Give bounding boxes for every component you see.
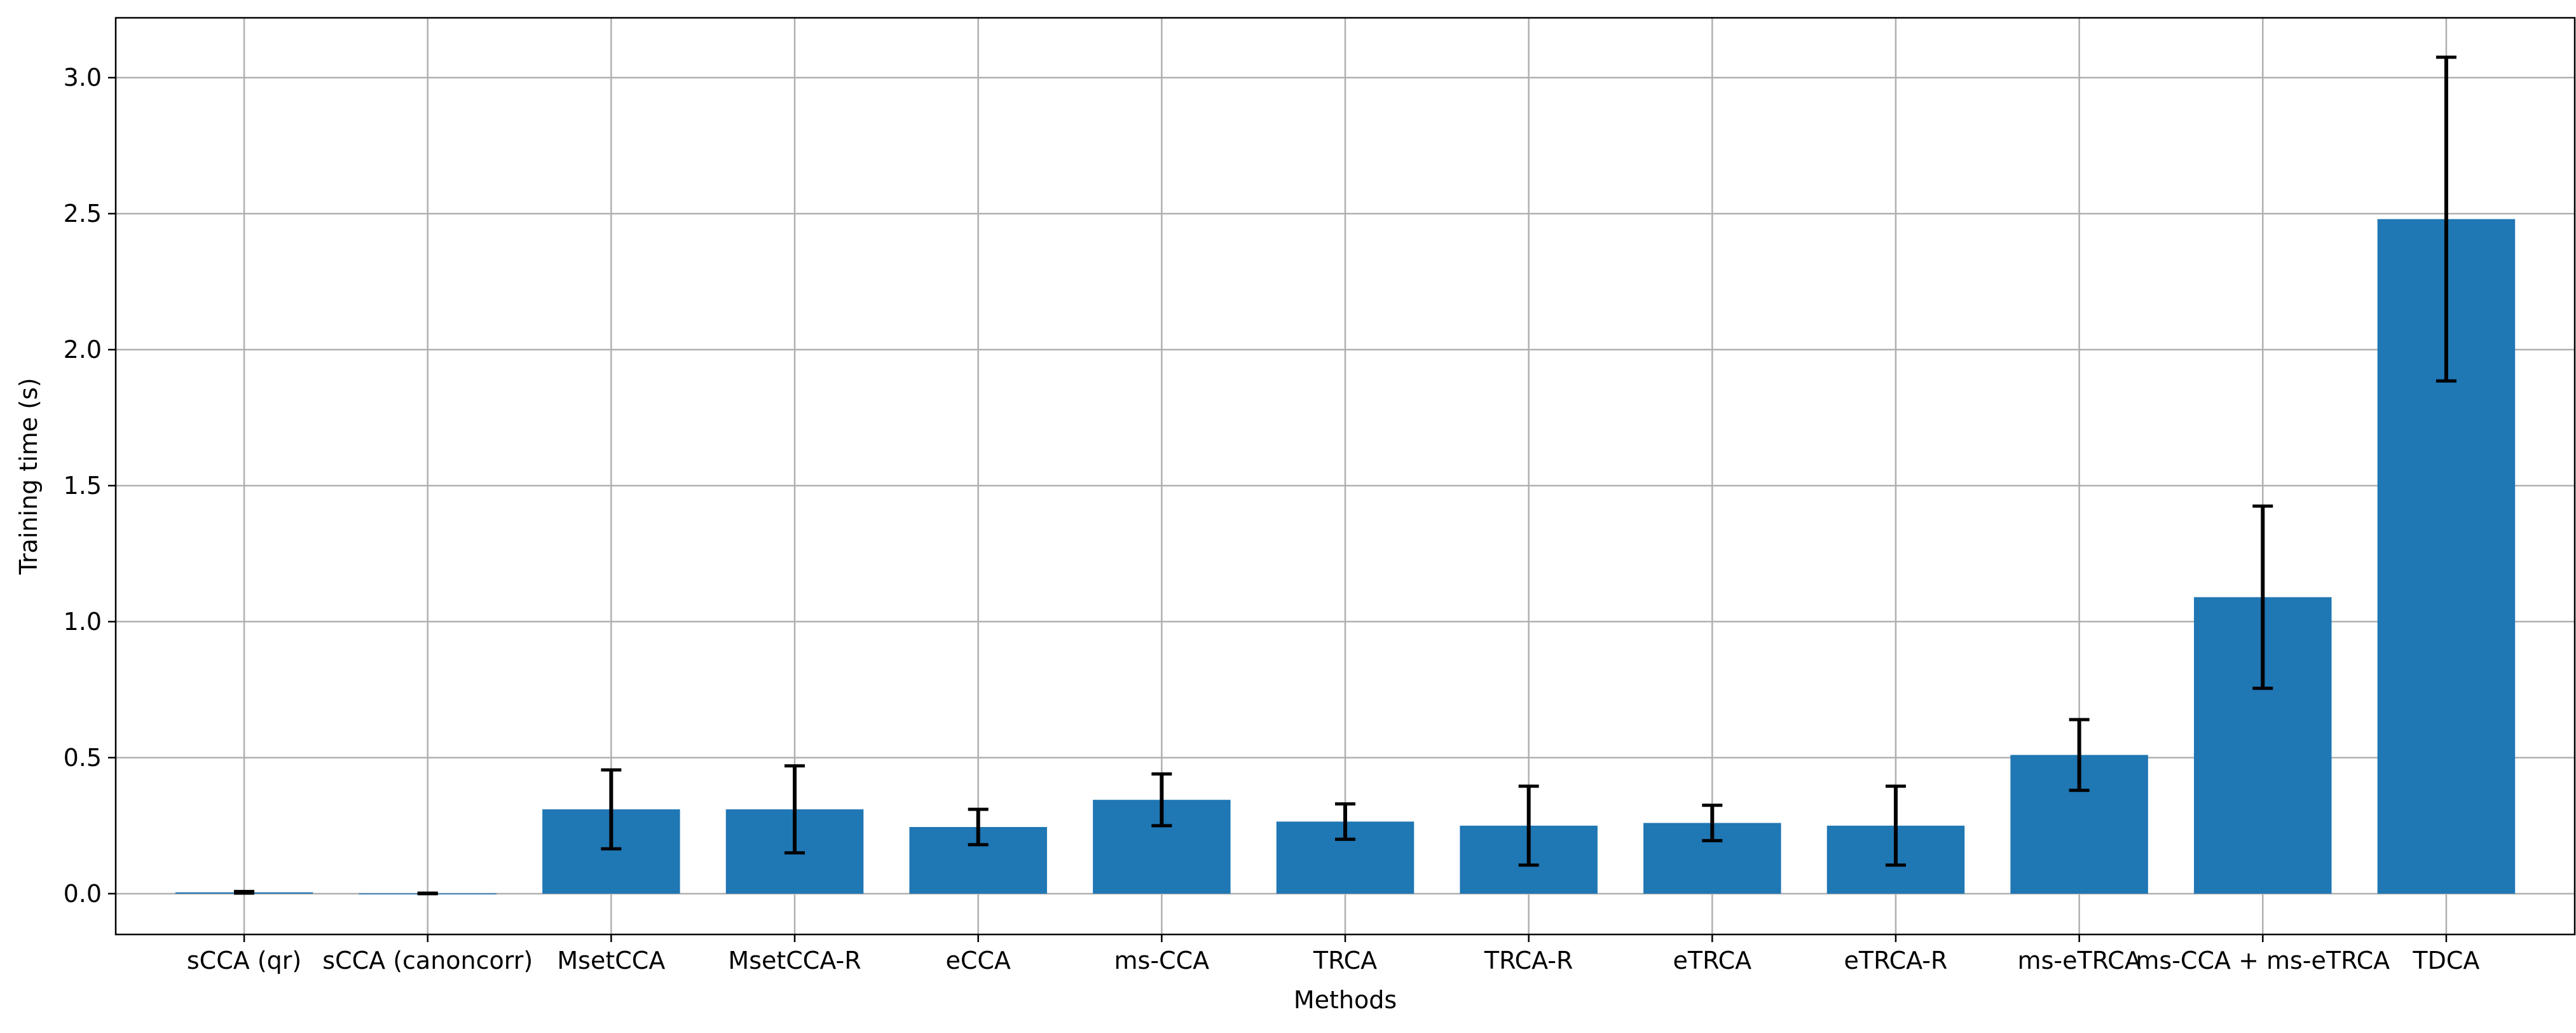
x-tick-label: MsetCCA-R [728, 947, 861, 975]
x-tick-label: TRCA [1313, 947, 1377, 975]
y-tick-label: 2.5 [64, 200, 102, 228]
y-axis-label: Training time (s) [15, 378, 43, 575]
y-tick-labels: 0.0 0.5 1.0 1.5 2.0 2.5 3.0 [64, 64, 116, 908]
error-bars [234, 55, 2456, 896]
x-tick-label: ms-CCA + ms-eTRCA [2135, 947, 2390, 975]
y-tick-label: 2.0 [64, 336, 102, 364]
x-tick-label: TDCA [2412, 947, 2479, 975]
x-tick-label: eTRCA-R [1844, 947, 1948, 975]
x-tick-label: ms-eTRCA [2018, 947, 2141, 975]
bars [175, 219, 2516, 894]
y-tick-label: 1.5 [64, 472, 102, 500]
x-tick-label: eTRCA [1673, 947, 1751, 975]
x-tick-label: TRCA-R [1484, 947, 1573, 975]
x-tick-label: ms-CCA [1114, 947, 1210, 975]
y-tick-label: 3.0 [64, 64, 102, 92]
x-tick-label: MsetCCA [557, 947, 665, 975]
y-tick-label: 1.0 [64, 608, 102, 636]
x-tick-label: eCCA [945, 947, 1010, 975]
y-tick-label: 0.5 [64, 744, 102, 772]
x-axis-label: Methods [1294, 986, 1397, 1014]
x-tick-label: sCCA (qr) [187, 947, 301, 975]
x-tick-labels: sCCA (qr) sCCA (canoncorr) MsetCCA MsetCCA-… [187, 934, 2479, 975]
x-tick-label: sCCA (canoncorr) [322, 947, 533, 975]
y-tick-label: 0.0 [64, 880, 102, 908]
